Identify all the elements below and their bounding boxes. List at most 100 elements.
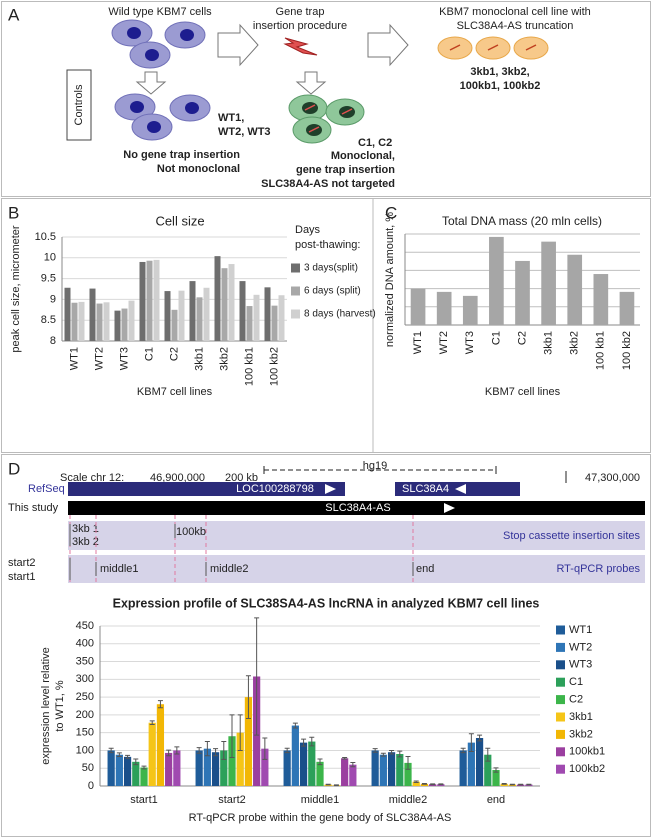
chart-title: Expression profile of SLC38SA4-AS lncRNA…: [113, 596, 540, 610]
x-axis-label: RT-qPCR probe within the gene body of SL…: [189, 812, 452, 824]
x-tick-label: 3kb1: [543, 331, 555, 355]
y-tick-label: 8.5: [41, 314, 56, 326]
legend-title: Days: [295, 224, 321, 236]
panel-label: A: [8, 5, 20, 24]
label: WT2, WT3: [218, 126, 271, 138]
bar: [195, 750, 203, 786]
bar: [121, 308, 128, 341]
error-bar: [204, 741, 210, 757]
chart-title: Total DNA mass (20 mln cells): [442, 214, 602, 228]
legend-swatch: [556, 677, 565, 687]
bar: [236, 732, 244, 786]
label: RT-qPCR probes: [556, 563, 640, 575]
y-tick-label: 400: [76, 638, 94, 650]
error-bar: [421, 783, 427, 785]
gene-trap-marks: [449, 44, 537, 51]
legend-label: 3 days(split): [304, 263, 358, 274]
bar: [189, 281, 196, 341]
label: KBM7 monoclonal cell line with: [439, 6, 591, 18]
legend-label: C1: [569, 676, 583, 688]
legend-swatch: [556, 729, 565, 739]
bar: [128, 300, 135, 341]
label: Monoclonal,: [331, 150, 395, 162]
error-bar: [342, 757, 348, 760]
y-tick-label: 200: [76, 709, 94, 721]
label: middle1: [100, 563, 139, 575]
error-bar: [237, 714, 243, 751]
label: gene trap insertion: [296, 164, 395, 176]
error-bar: [254, 617, 260, 736]
x-tick-label: 3kb2: [569, 331, 581, 355]
label: SLC38A4: [402, 483, 449, 495]
error-bar: [317, 758, 323, 766]
error-bar: [485, 747, 491, 762]
bar: [211, 752, 220, 786]
bar: [462, 295, 478, 325]
error-bar: [245, 675, 251, 719]
bar: [156, 704, 165, 786]
y-tick-label: 0: [88, 780, 94, 792]
error-bar: [292, 722, 298, 729]
panel-frame: [1, 198, 651, 453]
label: Stop cassette insertion sites: [503, 530, 640, 542]
label: 100kb: [176, 526, 206, 538]
y-tick-label: 10: [44, 252, 56, 264]
bar: [96, 303, 103, 341]
arrow: [217, 23, 259, 67]
label: WT1,: [218, 112, 244, 124]
x-axis-label: KBM7 cell lines: [137, 386, 213, 398]
bar: [278, 295, 285, 341]
x-tick-label: 100 kb1: [243, 347, 255, 386]
label: SLC38A4-AS not targeted: [261, 178, 395, 190]
bar: [379, 754, 387, 786]
bar: [178, 290, 185, 341]
panel-label: C: [385, 203, 397, 222]
legend-swatch: [556, 712, 565, 722]
x-tick-label: 100 kb1: [595, 331, 607, 370]
diagram: Wild type KBM7 cells Gene trap insertion…: [66, 6, 591, 190]
bar: [299, 742, 308, 786]
label: SLC38A4-AS truncation: [457, 20, 574, 32]
bar: [349, 764, 357, 786]
bar: [78, 301, 85, 341]
bar: [593, 274, 609, 325]
label: Not monoclonal: [157, 163, 240, 175]
bar: [500, 783, 508, 786]
bar: [165, 752, 173, 786]
nuclei: [127, 27, 194, 61]
legend-label: WT3: [569, 659, 592, 671]
genome-tracks: hg19 Scale chr 12: 46,900,000 200 kb 47,…: [8, 460, 645, 583]
strand-arrow: [325, 484, 336, 494]
bar: [196, 297, 203, 341]
label: No gene trap insertion: [123, 149, 240, 161]
nuclei: [130, 101, 199, 133]
y-axis-label: normalized DNA amount, %: [384, 212, 396, 347]
bar: [271, 305, 278, 341]
controls-box: [66, 69, 92, 141]
legend-swatch: [556, 660, 565, 670]
error-bar: [141, 765, 147, 770]
x-tick-label: 100 kb2: [621, 331, 633, 370]
error-bar: [460, 747, 466, 754]
legend-swatch: [291, 309, 300, 319]
error-bar: [133, 758, 139, 766]
bar: [541, 241, 556, 325]
bar: [261, 748, 269, 786]
x-tick-label: end: [487, 794, 505, 806]
label: end: [416, 563, 434, 575]
label: 3kb1, 3kb2,: [470, 66, 529, 78]
arrow: [295, 71, 327, 95]
y-tick-label: 450: [76, 620, 94, 632]
bar: [146, 260, 153, 341]
track: [68, 555, 645, 583]
x-tick-label: middle2: [389, 794, 428, 806]
legend-label: WT1: [569, 624, 592, 636]
label: Controls: [73, 84, 85, 125]
error-bar: [125, 754, 131, 759]
x-tick-label: start1: [130, 794, 158, 806]
error-bar: [509, 783, 515, 786]
legend-swatch: [556, 642, 565, 652]
legend-label: C2: [569, 694, 583, 706]
bar: [220, 750, 228, 786]
